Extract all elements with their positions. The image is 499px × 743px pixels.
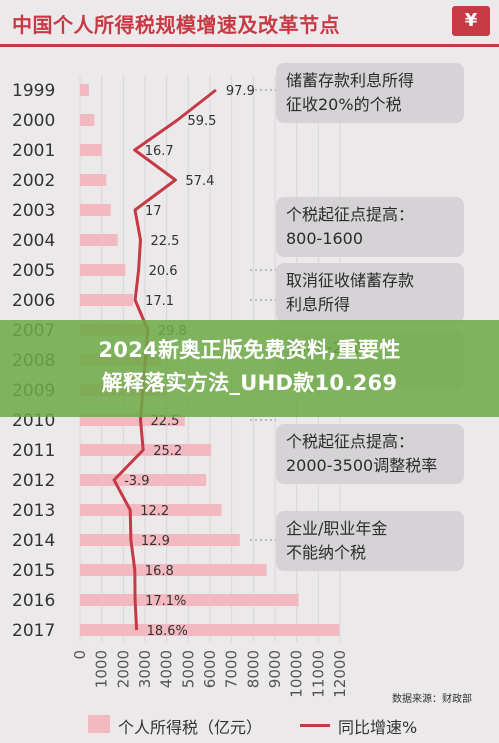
growth-data-label: 12.9 [141, 534, 170, 549]
x-tick-label: 12000 [331, 650, 349, 698]
x-tick-label: 5000 [179, 650, 197, 688]
growth-data-label: 59.5 [188, 114, 217, 129]
header: 中国个人所得税规模增速及改革节点 ¥ [0, 0, 499, 47]
callout-2008: 取消征收储蓄存款 利息所得 [276, 263, 464, 323]
callout-1999-line1: 储蓄存款利息所得 [286, 71, 415, 90]
bar-2004 [80, 234, 118, 246]
y-category-label: 2006 [12, 291, 55, 311]
bar-2017 [80, 624, 340, 636]
legend-bar-swatch [88, 715, 110, 733]
growth-data-label: 17.1% [145, 594, 186, 609]
x-tick-label: 4000 [158, 650, 176, 688]
callout-2011: 个税起征点提高： 2000-3500调整税率 [276, 424, 464, 484]
bar-2001 [80, 144, 102, 156]
callout-2014-line1: 企业/职业年金 [286, 519, 388, 538]
growth-data-label: 17.1 [145, 294, 174, 309]
y-category-label: 2011 [12, 441, 55, 461]
callout-2014: 企业/职业年金 不能纳个税 [276, 511, 464, 571]
bar-1999 [80, 84, 89, 96]
x-tick-label: 9000 [266, 650, 284, 688]
y-category-label: 2017 [12, 621, 55, 641]
callout-2005-line2: 800-1600 [286, 229, 364, 248]
growth-data-label: 18.6% [147, 624, 188, 639]
data-source: 数据来源：财政部 [392, 694, 472, 705]
y-category-label: 2012 [12, 471, 55, 491]
bar-2014 [80, 534, 240, 546]
callout-2008-line1: 取消征收储蓄存款 [286, 271, 415, 290]
x-tick-label: 6000 [201, 650, 219, 688]
y-category-label: 2014 [12, 531, 55, 551]
x-tick-label: 0 [71, 650, 89, 660]
x-tick-label: 3000 [136, 650, 154, 688]
growth-data-label: 97.9 [226, 84, 255, 99]
bar-2003 [80, 204, 111, 216]
bar-2015 [80, 564, 267, 576]
x-tick-label: 2000 [114, 650, 132, 688]
legend-bar-label: 个人所得税（亿元） [118, 718, 263, 737]
bar-2006 [80, 294, 134, 306]
bar-2012 [80, 474, 207, 486]
bar-2002 [80, 174, 107, 186]
yuan-cart-logo-icon: ¥ [452, 6, 490, 36]
y-category-label: 1999 [12, 81, 55, 101]
callout-2005: 个税起征点提高： 800-1600 [276, 197, 464, 257]
callout-1999: 储蓄存款利息所得 征收20%的个税 [276, 63, 464, 123]
callout-2011-line1: 个税起征点提高： [286, 432, 415, 451]
x-tick-label: 10000 [288, 650, 306, 698]
callout-2008-line2: 利息所得 [286, 295, 351, 314]
y-category-label: 2002 [12, 171, 55, 191]
growth-data-label: 17 [145, 204, 162, 219]
y-category-label: 2013 [12, 501, 55, 521]
yuan-symbol: ¥ [464, 10, 478, 31]
growth-data-label: 57.4 [185, 174, 214, 189]
legend-line-label: 同比增速% [338, 718, 418, 737]
y-category-label: 2005 [12, 261, 55, 281]
callout-1999-line2: 征收20%的个税 [286, 95, 402, 114]
callout-2005-line1: 个税起征点提高： [286, 205, 415, 224]
chart-title: 中国个人所得税规模增速及改革节点 [12, 13, 340, 37]
bar-2010 [80, 414, 185, 426]
growth-data-label: -3.9 [124, 474, 149, 489]
growth-data-label: 22.5 [151, 234, 180, 249]
growth-data-label: 22.5 [151, 414, 180, 429]
y-category-label: 2001 [12, 141, 55, 161]
y-category-label: 2015 [12, 561, 55, 581]
y-category-label: 2004 [12, 231, 55, 251]
bar-2013 [80, 504, 222, 516]
bar-2005 [80, 264, 126, 276]
promo-banner-text: 2024新奥正版免费资料,重要性 解释落实方法_UHD款10.269 [0, 334, 499, 400]
x-tick-label: 1000 [93, 650, 111, 688]
legend: 个人所得税（亿元） 同比增速% [0, 712, 499, 743]
growth-data-label: 16.7 [145, 144, 174, 159]
callout-2011-line2: 2000-3500调整税率 [286, 456, 438, 475]
promo-banner-line2: 解释落实方法_UHD款10.269 [101, 371, 398, 395]
growth-data-label: 20.6 [149, 264, 178, 279]
legend-line-swatch [300, 724, 330, 727]
promo-banner-line1: 2024新奥正版免费资料,重要性 [98, 338, 401, 362]
bar-2016 [80, 594, 299, 606]
bar-2000 [80, 114, 95, 126]
growth-data-label: 25.2 [153, 444, 182, 459]
x-tick-label: 11000 [309, 650, 327, 698]
x-tick-label: 7000 [223, 650, 241, 688]
x-tick-label: 8000 [244, 650, 262, 688]
promo-banner [0, 320, 499, 417]
growth-data-label: 12.2 [140, 504, 169, 519]
growth-data-label: 16.8 [145, 564, 174, 579]
y-category-label: 2000 [12, 111, 55, 131]
callout-2014-line2: 不能纳个税 [286, 543, 367, 562]
y-category-label: 2003 [12, 201, 55, 221]
y-category-label: 2016 [12, 591, 55, 611]
bar-2011 [80, 444, 212, 456]
